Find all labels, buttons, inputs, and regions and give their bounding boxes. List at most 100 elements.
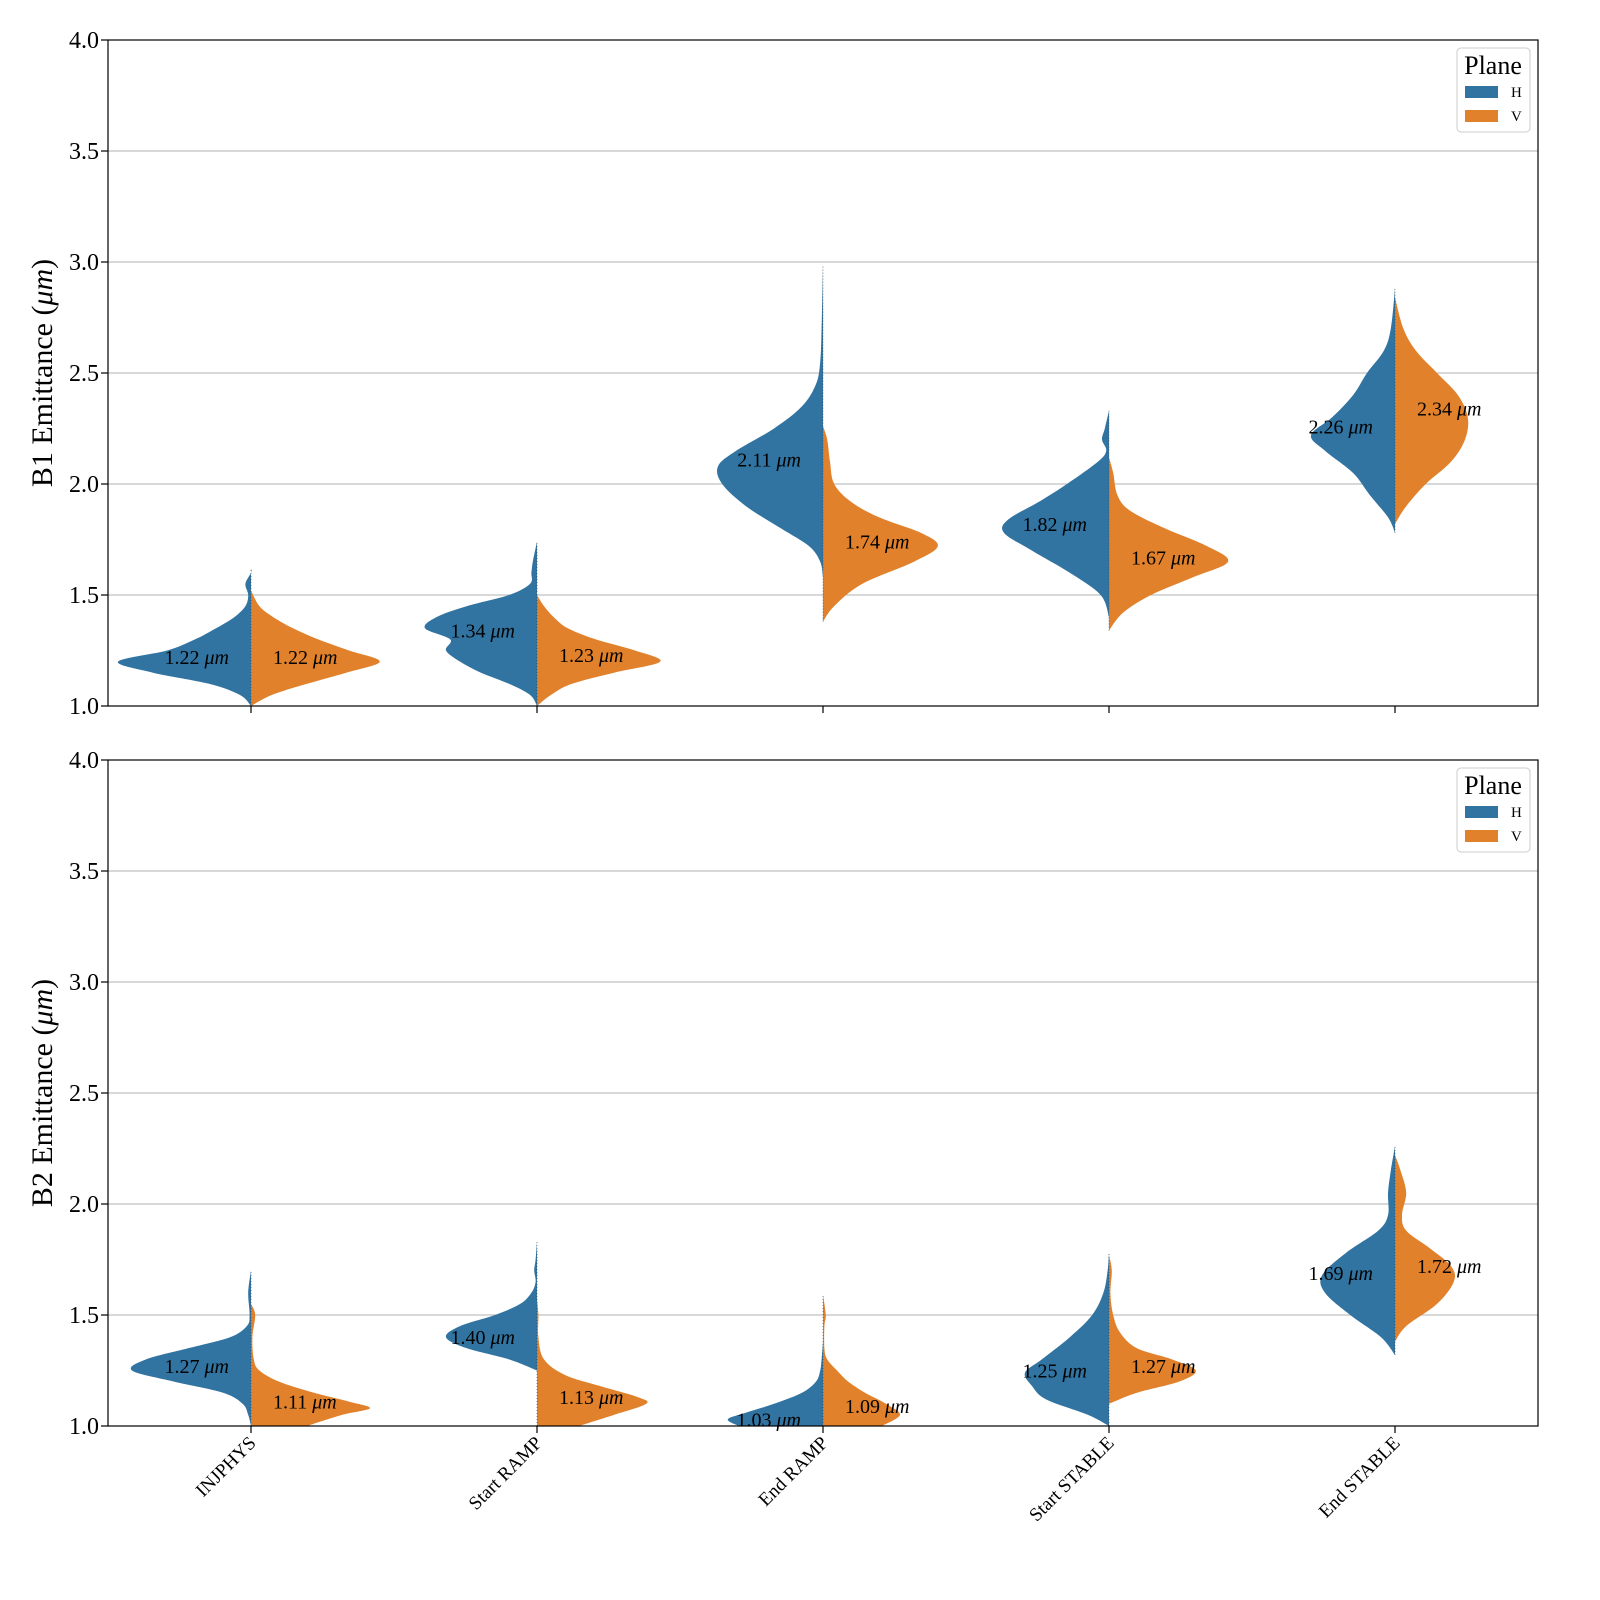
violin-half-h [1024,1252,1109,1426]
median-value: 1.09 [845,1396,880,1418]
median-label-v: 1.67 μm [1131,547,1195,569]
median-value: 1.40 [451,1327,486,1349]
y-axis-label-unit: μm [26,989,59,1027]
median-value: 1.03 [737,1409,772,1431]
median-label-h: 1.25 μm [1023,1361,1087,1383]
violin-half-h [130,1270,251,1426]
violin-half-v [823,1295,901,1426]
median-unit: μm [1452,399,1481,421]
violin-half-h [1320,1146,1395,1355]
median-unit: μm [772,450,801,472]
violin-half-h [445,1241,537,1371]
violin-half-v [1109,457,1229,631]
y-axis-label-prefix: B1 Emittance ( [26,306,59,488]
median-label-h: 1.40 μm [451,1327,515,1349]
legend-entry-h: H [1511,805,1522,821]
median-label-v: 1.72 μm [1417,1256,1481,1278]
median-label-h: 1.27 μm [165,1356,229,1378]
median-unit: μm [1344,1263,1373,1285]
median-unit: μm [1344,416,1373,438]
violin-half-v [1395,297,1469,524]
median-value: 1.11 [273,1392,307,1414]
x-tick-label: End STABLE [1315,1433,1405,1523]
y-tick-label: 3.0 [69,250,99,276]
median-label-v: 2.34 μm [1417,399,1481,421]
panel-b1: 1.01.52.02.53.03.54.01.22 μm1.34 μm2.11 … [26,28,1539,720]
median-label-h: 1.82 μm [1023,514,1087,536]
legend-entry-v: V [1511,829,1522,845]
median-label-v: 1.27 μm [1131,1356,1195,1378]
median-value: 1.25 [1023,1361,1058,1383]
median-label-v: 1.22 μm [273,647,337,669]
median-label-h: 2.11 μm [737,450,801,472]
median-label-h: 2.26 μm [1309,416,1373,438]
median-value: 1.13 [559,1387,594,1409]
y-tick-label: 4.0 [69,28,99,54]
median-unit: μm [200,1356,229,1378]
violin-half-h [1002,410,1109,618]
median-value: 1.27 [1131,1356,1166,1378]
median-label-v: 1.23 μm [559,645,623,667]
y-axis-label-prefix: B2 Emittance ( [26,1026,59,1208]
median-value: 2.11 [737,450,771,472]
y-tick-label: 2.5 [69,1081,99,1107]
y-tick-label: 1.5 [69,583,99,609]
median-value: 1.22 [273,647,308,669]
violin-half-h [1310,288,1395,533]
legend-title: Plane [1464,771,1522,800]
median-unit: μm [1166,1356,1195,1378]
y-tick-label: 2.0 [69,1192,99,1218]
median-label-v: 1.13 μm [559,1387,623,1409]
median-unit: μm [486,621,515,643]
violin-half-v [251,1303,371,1426]
median-unit: μm [594,1387,623,1409]
y-tick-label: 1.5 [69,1303,99,1329]
y-axis-label-suffix: ) [26,259,59,269]
violin-half-v [537,595,661,706]
median-unit: μm [1166,547,1195,569]
median-value: 2.26 [1309,416,1344,438]
median-value: 1.22 [165,647,200,669]
median-label-h: 1.03 μm [737,1409,801,1431]
legend-title: Plane [1464,51,1522,80]
median-unit: μm [308,647,337,669]
legend-entry-v: V [1511,109,1522,125]
x-tick-label: Start STABLE [1025,1433,1118,1526]
violin-half-h [716,266,823,578]
violin-half-v [823,426,938,622]
median-unit: μm [1058,514,1087,536]
median-value: 1.72 [1417,1256,1452,1278]
y-axis-label-suffix: ) [26,979,59,989]
violin-half-h [117,568,252,706]
median-value: 1.82 [1023,514,1058,536]
violin-half-v [251,590,380,706]
x-tick-label: INJPHYS [192,1433,261,1502]
median-label-h: 1.34 μm [451,621,515,643]
median-unit: μm [486,1327,515,1349]
y-tick-label: 4.0 [69,748,99,774]
median-label-v: 1.09 μm [845,1396,909,1418]
violin-half-h [727,1341,823,1426]
violin-half-h [424,541,537,706]
median-value: 2.34 [1417,399,1452,421]
median-unit: μm [772,1409,801,1431]
median-unit: μm [880,1396,909,1418]
median-value: 1.34 [451,621,486,643]
median-unit: μm [594,645,623,667]
median-label-v: 1.74 μm [845,532,909,554]
median-label-h: 1.22 μm [165,647,229,669]
y-tick-label: 2.0 [69,472,99,498]
y-tick-label: 1.0 [69,1414,99,1440]
legend-swatch-v [1465,830,1498,842]
y-tick-label: 3.0 [69,970,99,996]
median-unit: μm [880,532,909,554]
y-tick-label: 3.5 [69,139,99,165]
median-unit: μm [1452,1256,1481,1278]
median-label-v: 1.11 μm [273,1392,337,1414]
violin-half-v [1109,1255,1196,1404]
y-tick-label: 1.0 [69,694,99,720]
y-tick-label: 3.5 [69,859,99,885]
median-unit: μm [307,1392,336,1414]
legend-entry-h: H [1511,85,1522,101]
